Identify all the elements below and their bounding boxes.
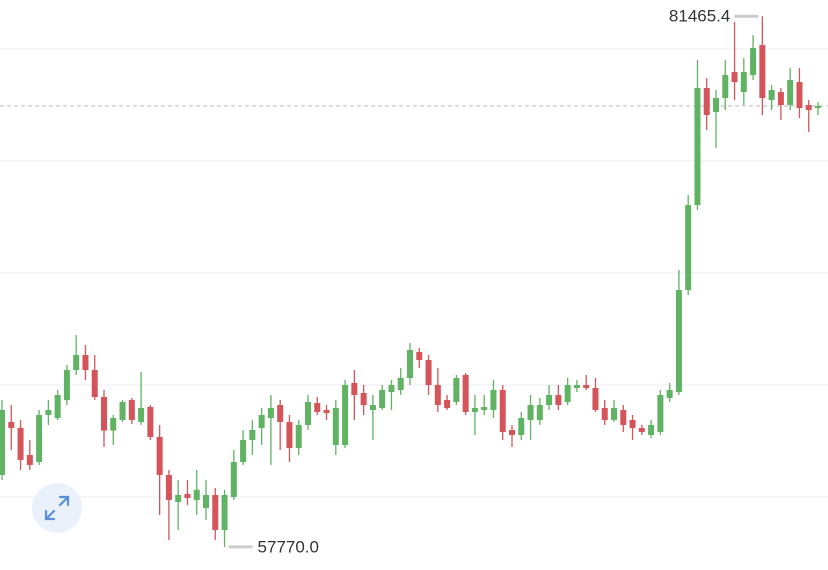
candle-body bbox=[369, 405, 376, 410]
extreme-label: 57770.0 bbox=[258, 537, 319, 556]
candle-body bbox=[611, 407, 617, 420]
candle-body bbox=[740, 72, 747, 93]
candle-body bbox=[499, 389, 506, 432]
candle-body bbox=[805, 105, 812, 111]
candle-body bbox=[17, 427, 24, 460]
candle-body bbox=[592, 388, 599, 410]
candle-body bbox=[54, 394, 61, 418]
candle-body bbox=[434, 384, 441, 406]
candle-body bbox=[82, 354, 89, 370]
candle-body bbox=[750, 48, 757, 76]
candle-body bbox=[351, 382, 358, 395]
candle-body bbox=[63, 369, 70, 400]
candle-body bbox=[759, 45, 766, 99]
candle-body bbox=[91, 369, 98, 398]
expand-button[interactable] bbox=[32, 483, 82, 533]
candle-body bbox=[175, 494, 182, 502]
candle-body bbox=[407, 349, 413, 378]
expand-icon bbox=[44, 495, 70, 521]
candle-body bbox=[722, 75, 729, 99]
candle-body bbox=[379, 389, 386, 408]
candle-body bbox=[768, 90, 775, 101]
candle-body bbox=[425, 359, 432, 385]
candle-body bbox=[101, 397, 107, 431]
candle-body bbox=[675, 290, 682, 392]
candle-body bbox=[815, 106, 821, 109]
candle-body bbox=[777, 92, 784, 106]
candle-body bbox=[240, 439, 247, 462]
candle-body bbox=[536, 405, 543, 420]
candle-body bbox=[295, 424, 302, 448]
candle-body bbox=[388, 384, 395, 392]
candle-body bbox=[685, 205, 692, 291]
candle-body bbox=[314, 402, 321, 412]
candle-body bbox=[694, 88, 701, 206]
candle-body bbox=[471, 407, 478, 412]
candle-body bbox=[444, 399, 451, 408]
candle-body bbox=[638, 427, 645, 432]
candle-body bbox=[583, 384, 590, 389]
candle-body bbox=[286, 421, 293, 448]
candle-body bbox=[629, 419, 636, 428]
candle-body bbox=[258, 414, 265, 428]
candle-body bbox=[731, 72, 738, 83]
candle-body bbox=[277, 405, 284, 422]
candle-body bbox=[620, 409, 627, 425]
candle-body bbox=[573, 384, 580, 389]
extreme-label: 81465.4 bbox=[669, 7, 730, 26]
candle-body bbox=[332, 407, 339, 446]
candle-body bbox=[360, 392, 367, 406]
candle-body bbox=[657, 394, 664, 432]
candle-body bbox=[703, 88, 710, 116]
candle-body bbox=[73, 354, 80, 370]
candle-body bbox=[305, 402, 311, 425]
candle-body bbox=[601, 407, 608, 420]
candle-body bbox=[490, 389, 497, 410]
candle-body bbox=[416, 351, 423, 360]
candle-body bbox=[147, 406, 154, 437]
candle-body bbox=[0, 409, 5, 475]
candle-body bbox=[481, 406, 488, 410]
candle-body bbox=[453, 377, 460, 403]
candle-body bbox=[221, 494, 228, 530]
candle-body bbox=[527, 405, 534, 420]
candle-body bbox=[518, 417, 525, 435]
candle-body bbox=[26, 454, 33, 465]
candle-body bbox=[8, 421, 15, 428]
candle-body bbox=[203, 494, 209, 508]
candle-body bbox=[787, 80, 794, 106]
candle-body bbox=[323, 409, 330, 413]
candle-body bbox=[110, 417, 117, 431]
candle-body bbox=[509, 429, 515, 435]
candle-body bbox=[713, 98, 719, 113]
candle-body bbox=[342, 384, 349, 446]
candle-body bbox=[397, 377, 404, 390]
candle-body bbox=[156, 436, 163, 475]
candle-body bbox=[165, 474, 172, 500]
candle-body bbox=[546, 394, 553, 406]
candle-body bbox=[184, 493, 191, 498]
candle-body bbox=[193, 489, 200, 500]
candle-body bbox=[249, 429, 256, 440]
candle-body bbox=[564, 384, 571, 403]
candle-body bbox=[796, 82, 803, 109]
candle-body bbox=[36, 414, 43, 462]
candle-body bbox=[119, 402, 126, 420]
candle-body bbox=[212, 494, 219, 530]
candle-body bbox=[267, 407, 274, 418]
candle-body bbox=[128, 399, 135, 420]
candle-body bbox=[45, 409, 52, 415]
candle-body bbox=[555, 394, 562, 406]
candle-body bbox=[648, 424, 655, 435]
candle-body bbox=[138, 407, 145, 422]
candle-body bbox=[462, 374, 469, 412]
candle-body bbox=[666, 389, 673, 398]
candle-body bbox=[230, 461, 237, 497]
